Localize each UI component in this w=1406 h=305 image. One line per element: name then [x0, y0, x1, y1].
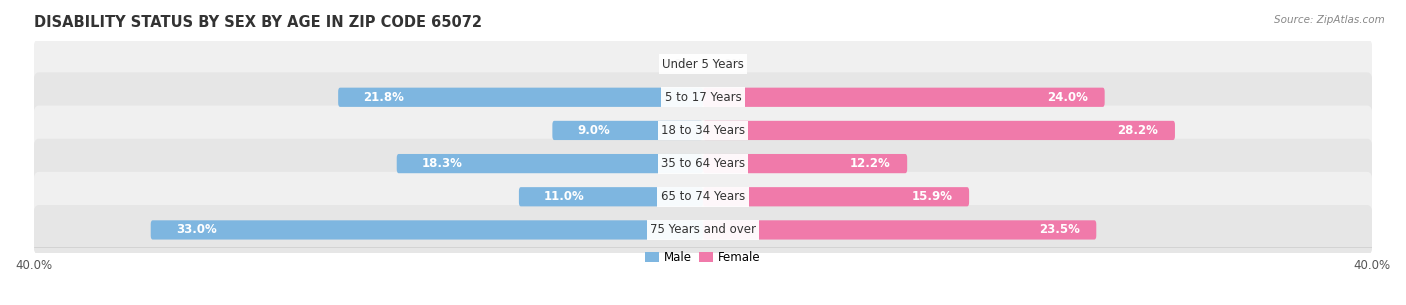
- Text: DISABILITY STATUS BY SEX BY AGE IN ZIP CODE 65072: DISABILITY STATUS BY SEX BY AGE IN ZIP C…: [34, 15, 482, 30]
- Text: 0.0%: 0.0%: [664, 58, 693, 70]
- Text: 23.5%: 23.5%: [1039, 224, 1080, 236]
- Text: 5 to 17 Years: 5 to 17 Years: [665, 91, 741, 104]
- FancyBboxPatch shape: [703, 88, 1105, 107]
- Legend: Male, Female: Male, Female: [645, 251, 761, 264]
- Text: Under 5 Years: Under 5 Years: [662, 58, 744, 70]
- FancyBboxPatch shape: [34, 139, 1372, 188]
- FancyBboxPatch shape: [34, 39, 1372, 89]
- FancyBboxPatch shape: [703, 121, 1175, 140]
- Text: 65 to 74 Years: 65 to 74 Years: [661, 190, 745, 203]
- FancyBboxPatch shape: [519, 187, 703, 206]
- Text: 24.0%: 24.0%: [1047, 91, 1088, 104]
- FancyBboxPatch shape: [703, 220, 1097, 239]
- Text: 35 to 64 Years: 35 to 64 Years: [661, 157, 745, 170]
- FancyBboxPatch shape: [34, 205, 1372, 255]
- Text: 28.2%: 28.2%: [1118, 124, 1159, 137]
- FancyBboxPatch shape: [703, 187, 969, 206]
- Text: 18.3%: 18.3%: [422, 157, 463, 170]
- FancyBboxPatch shape: [339, 88, 703, 107]
- FancyBboxPatch shape: [34, 106, 1372, 155]
- Text: 21.8%: 21.8%: [363, 91, 404, 104]
- Text: 0.0%: 0.0%: [713, 58, 742, 70]
- FancyBboxPatch shape: [150, 220, 703, 239]
- FancyBboxPatch shape: [553, 121, 703, 140]
- Text: Source: ZipAtlas.com: Source: ZipAtlas.com: [1274, 15, 1385, 25]
- Text: 12.2%: 12.2%: [849, 157, 890, 170]
- Text: 15.9%: 15.9%: [911, 190, 952, 203]
- FancyBboxPatch shape: [34, 172, 1372, 222]
- Text: 33.0%: 33.0%: [176, 224, 217, 236]
- FancyBboxPatch shape: [703, 154, 907, 173]
- Text: 75 Years and over: 75 Years and over: [650, 224, 756, 236]
- Text: 18 to 34 Years: 18 to 34 Years: [661, 124, 745, 137]
- FancyBboxPatch shape: [34, 72, 1372, 122]
- Text: 9.0%: 9.0%: [578, 124, 610, 137]
- Text: 11.0%: 11.0%: [544, 190, 585, 203]
- FancyBboxPatch shape: [396, 154, 703, 173]
